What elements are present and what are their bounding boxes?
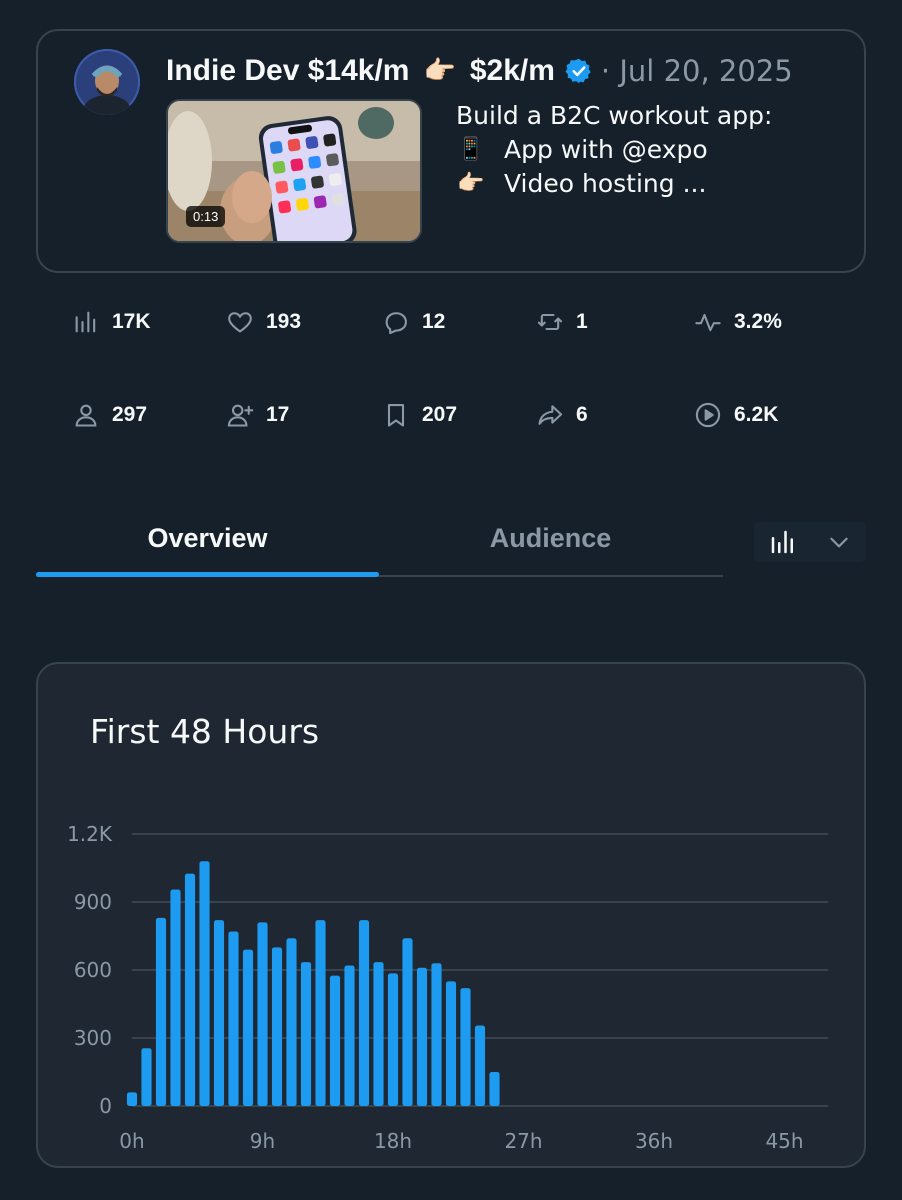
follows-stat[interactable]: 17 [226, 401, 289, 429]
first-48-hours-chart[interactable]: 0 300 600 900 1.2K 0h 9h 18h 27h 36h 45h [38, 664, 868, 1170]
chart-bar [141, 1048, 152, 1106]
x-tick-label: 9h [250, 1129, 275, 1153]
chart-bar [126, 1092, 138, 1106]
profile-visits-value: 297 [112, 403, 148, 426]
impressions-value: 17K [112, 310, 151, 333]
tab-divider [36, 575, 723, 577]
bar-chart-icon [771, 530, 793, 554]
shares-stat[interactable]: 6 [536, 401, 588, 429]
chart-bar [344, 965, 355, 1106]
pulse-icon [695, 313, 721, 332]
tab-audience[interactable]: Audience [489, 522, 612, 553]
mobile-phone-emoji: 📱 [457, 137, 485, 162]
video-duration: 0:13 [186, 206, 226, 227]
chart-bar [170, 889, 181, 1106]
tweet-date[interactable]: · Jul 20, 2025 [600, 54, 793, 88]
repost-icon [537, 313, 563, 331]
author-line[interactable]: Indie Dev $14k/m 👉🏻 $2k/m · Jul 20, 2025 [166, 51, 793, 91]
reply-bubble-icon [385, 312, 407, 335]
follows-value: 17 [266, 403, 290, 426]
replies-stat[interactable]: 12 [382, 308, 445, 336]
likes-stat[interactable]: 193 [226, 308, 301, 336]
y-tick-label: 1.2K [67, 822, 113, 846]
x-tick-label: 18h [374, 1129, 412, 1153]
bookmarks-stat[interactable]: 207 [382, 401, 457, 429]
chart-bar [286, 938, 297, 1106]
x-tick-label: 0h [119, 1129, 144, 1153]
chart-bar [199, 861, 210, 1106]
tweet-text-line-2: 📱 App with @expo [456, 133, 772, 167]
likes-value: 193 [266, 310, 302, 333]
tweet-text[interactable]: Build a B2C workout app: 📱 App with @exp… [456, 99, 772, 201]
chart-title: First 48 Hours [90, 712, 320, 751]
y-tick-label: 0 [99, 1094, 112, 1118]
metric-selector-dropdown[interactable] [754, 522, 866, 562]
chart-bar [474, 1025, 486, 1106]
reposts-stat[interactable]: 1 [536, 308, 588, 336]
chart-bar [387, 973, 399, 1106]
person-icon [75, 404, 97, 427]
video-thumbnail[interactable]: 0:13 [166, 99, 422, 243]
chart-bar [358, 920, 370, 1106]
chart-bar [300, 962, 312, 1106]
engagement-rate-value: 3.2% [734, 310, 782, 333]
heart-icon [228, 312, 252, 333]
bookmark-icon [387, 404, 405, 427]
y-tick-label: 600 [74, 958, 112, 982]
chart-bar [155, 917, 167, 1106]
tweet-text-line-2-text: App with @expo [504, 135, 708, 164]
y-tick-label: 300 [74, 1026, 112, 1050]
x-tick-label: 36h [635, 1129, 673, 1153]
chart-bar [402, 938, 413, 1106]
x-tick-label: 27h [504, 1129, 542, 1153]
play-circle-icon [695, 402, 721, 428]
author-avatar[interactable] [74, 49, 140, 115]
reposts-value: 1 [576, 310, 588, 333]
y-tick-label: 900 [74, 890, 112, 914]
chart-bar [184, 873, 196, 1106]
author-name[interactable]: Indie Dev $14k/m [166, 54, 410, 87]
engagement-rate-stat[interactable]: 3.2% [694, 308, 782, 336]
author-name-suffix[interactable]: $2k/m [469, 54, 555, 87]
chart-bar [445, 981, 457, 1106]
chart-bar [431, 963, 442, 1106]
tweet-text-line-1: Build a B2C workout app: [456, 99, 772, 133]
tweet-text-line-1-text: Build a B2C workout app: [456, 101, 773, 130]
x-tick-label: 45h [765, 1129, 803, 1153]
chart-bar [373, 962, 384, 1106]
person-add-icon [227, 404, 254, 427]
profile-visits-stat[interactable]: 297 [72, 401, 147, 429]
analytics-tabs: Overview Audience [36, 500, 866, 580]
shares-value: 6 [576, 403, 588, 426]
chart-card: First 48 Hours 0 300 600 900 1.2K 0h 9h 18h 27h 3… [36, 662, 866, 1168]
tweet-card[interactable]: Indie Dev $14k/m 👉🏻 $2k/m · Jul 20, 2025 [36, 29, 866, 273]
video-views-value: 6.2K [734, 403, 779, 426]
chart-bar [489, 1072, 500, 1106]
chart-bar [329, 975, 341, 1106]
chart-bar [271, 947, 283, 1106]
pointing-hand-emoji: 👉🏻 [457, 171, 485, 196]
bookmarks-value: 207 [422, 403, 458, 426]
chart-bar [416, 967, 428, 1106]
chart-bar [213, 920, 225, 1106]
video-views-stat[interactable]: 6.2K [694, 401, 778, 429]
tab-active-indicator [36, 572, 379, 577]
chevron-down-icon [830, 537, 848, 548]
replies-value: 12 [422, 310, 446, 333]
verified-badge-icon [565, 58, 591, 84]
pointing-hand-emoji: 👉🏻 [423, 56, 456, 86]
tweet-text-line-3-text: Video hosting ... [504, 169, 707, 198]
chart-bar [460, 988, 471, 1106]
impressions-stat[interactable]: 17K [72, 308, 151, 336]
chart-bar [242, 949, 254, 1106]
chart-bar [228, 931, 239, 1106]
chart-bar [257, 922, 268, 1106]
bar-chart-icon [75, 311, 96, 333]
chart-bar [315, 920, 326, 1106]
tab-overview[interactable]: Overview [147, 522, 268, 553]
share-arrow-icon [538, 405, 563, 425]
tweet-text-line-3: 👉🏻 Video hosting ... [456, 167, 772, 201]
